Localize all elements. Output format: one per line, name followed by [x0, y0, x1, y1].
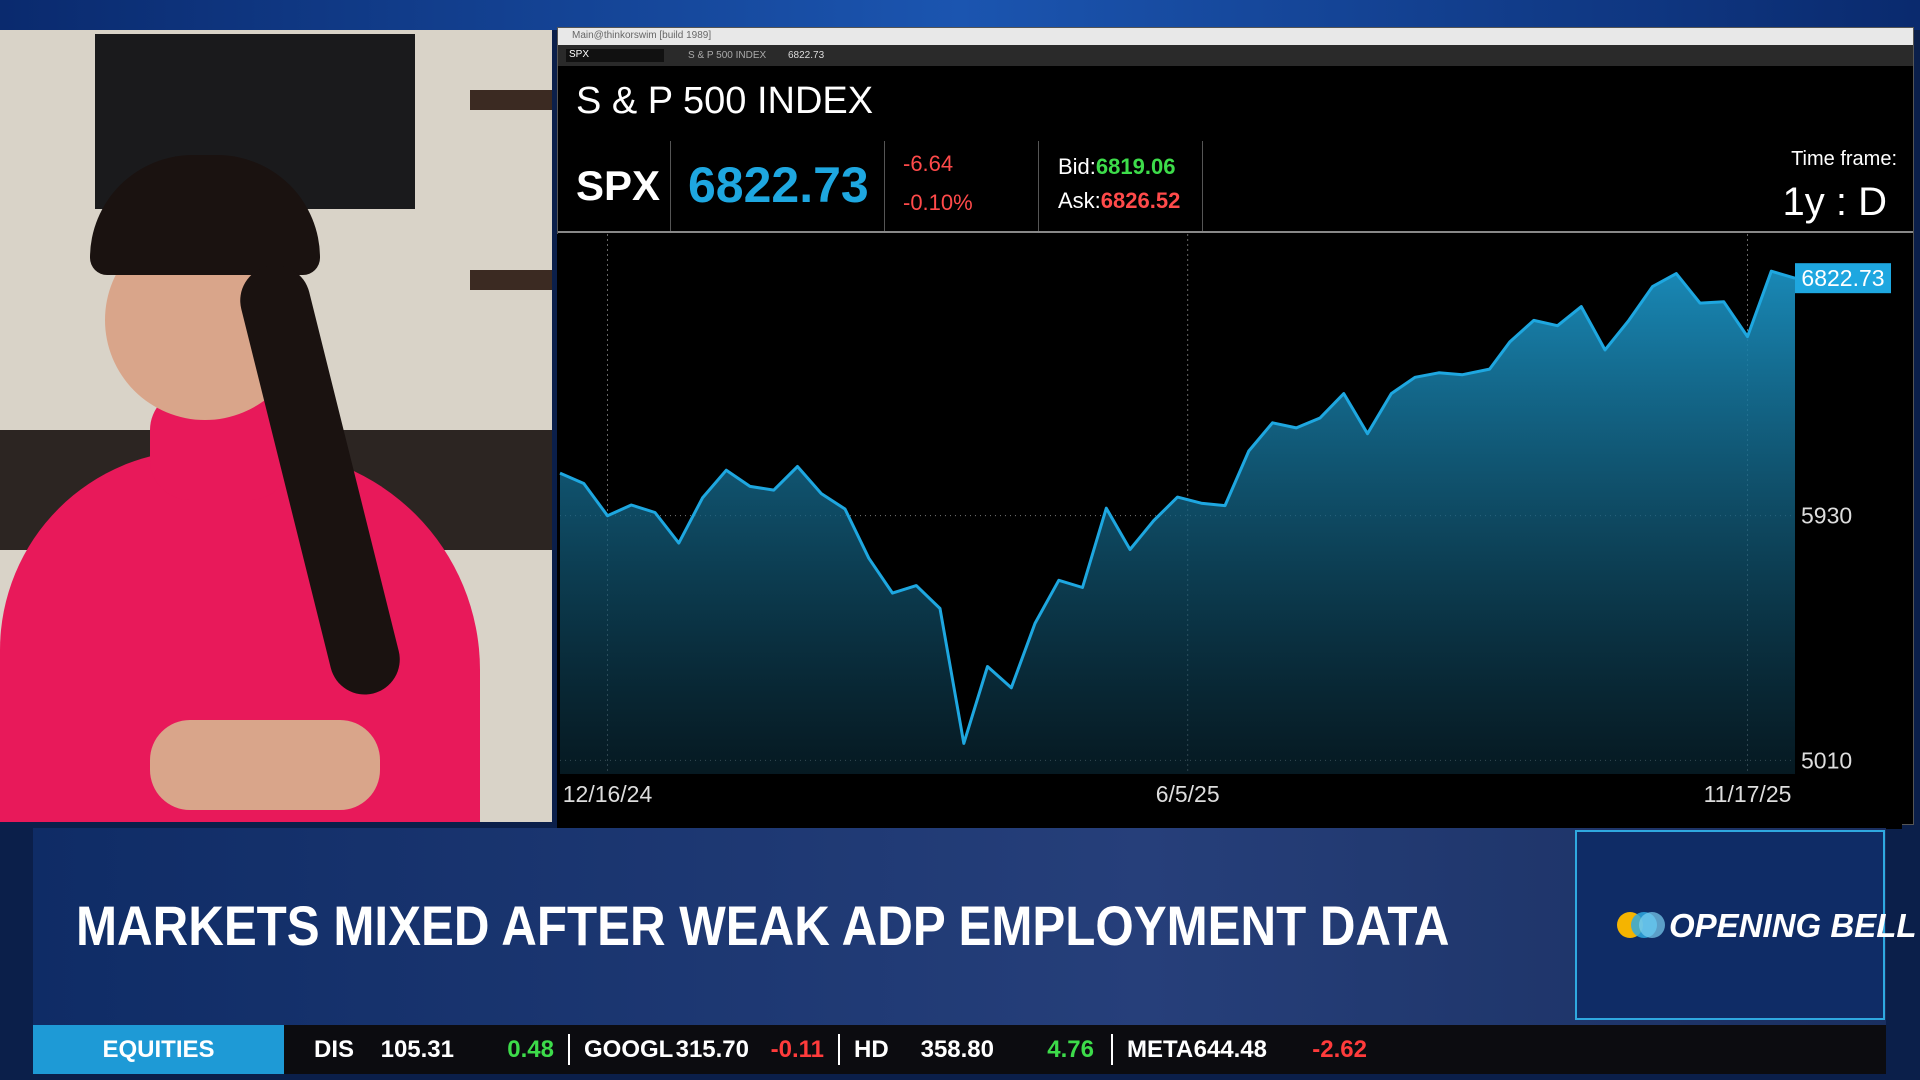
ticker: EQUITIES DIS 105.31 0.48 GOOGL 315.70 -0.11 HD…: [33, 1025, 1886, 1074]
ask: Ask:6826.52: [1058, 188, 1180, 214]
divider: [1038, 141, 1039, 231]
ticker-label: EQUITIES: [33, 1025, 284, 1074]
divider: [670, 141, 671, 231]
timeframe-label: Time frame:: [1791, 148, 1897, 170]
lower-third: MARKETS MIXED AFTER WEAK ADP EMPLOYMENT …: [33, 828, 1917, 1025]
header-rule: [558, 231, 1913, 233]
video-feed: [0, 30, 552, 822]
ask-value: 6826.52: [1100, 188, 1181, 213]
toolbar-last: 6822.73: [788, 50, 825, 61]
ticker-price: 105.31: [380, 1036, 454, 1063]
ticker-price: 315.70: [675, 1036, 749, 1063]
y-tick-label: 5010: [1801, 747, 1852, 773]
ticker-symbol: META: [1127, 1036, 1194, 1063]
show-name: OPENING BELL: [1669, 907, 1917, 944]
bid-value: 6819.06: [1095, 154, 1176, 179]
pct-change: -0.10%: [903, 190, 973, 215]
logo-dot: [1639, 912, 1665, 938]
price-line: [559, 269, 1796, 745]
instrument-name: S & P 500 INDEX: [576, 80, 874, 122]
headline: MARKETS MIXED AFTER WEAK ADP EMPLOYMENT …: [76, 894, 1450, 957]
ticker-symbol: HD: [854, 1036, 889, 1063]
symbol: SPX: [576, 162, 661, 209]
bid-label: Bid:: [1058, 154, 1096, 179]
toolbar-name: S & P 500 INDEX: [688, 50, 767, 61]
ticker-separator: [838, 1034, 840, 1065]
ticker-price: 644.48: [1193, 1036, 1267, 1063]
last-price-tag: [1795, 263, 1891, 294]
shelf: [470, 270, 552, 290]
divider: [884, 141, 885, 231]
price-area: [560, 271, 1795, 774]
x-tick-label: 12/16/24: [563, 781, 653, 807]
hands: [150, 720, 380, 810]
timeframe[interactable]: 1y : D: [1782, 180, 1887, 224]
ticker-change: 4.76: [1047, 1036, 1094, 1063]
ticker-separator: [568, 1034, 570, 1065]
net-change: -6.64: [903, 151, 954, 176]
last-price-label: 6822.73: [1801, 265, 1884, 291]
ask-label: Ask:: [1058, 188, 1101, 213]
bid: Bid:6819.06: [1058, 154, 1175, 180]
ticker-symbol: GOOGL: [584, 1036, 674, 1063]
top-band: [0, 0, 1920, 30]
ticker-symbol: DIS: [314, 1036, 355, 1063]
symbol-box[interactable]: SPX: [566, 49, 664, 62]
ticker-change: 0.48: [507, 1036, 554, 1063]
shelf: [470, 90, 552, 110]
ticker-price: 358.80: [920, 1036, 994, 1063]
toolbar: SPX S & P 500 INDEX 6822.73: [558, 45, 1913, 66]
ticker-change: -2.62: [1312, 1036, 1367, 1063]
show-logo: OPENING BELL: [1575, 830, 1917, 1020]
ticker-change: -0.11: [770, 1036, 824, 1063]
y-tick-label: 5930: [1801, 503, 1852, 529]
window-title: Main@thinkorswim [build 1989]: [572, 30, 712, 41]
last-price: 6822.73: [688, 157, 869, 213]
x-tick-label: 6/5/25: [1156, 781, 1220, 807]
title-bar: Main@thinkorswim [build 1989]: [558, 28, 1913, 45]
x-tick-label: 11/17/25: [1704, 781, 1792, 807]
ticker-separator: [1111, 1034, 1113, 1065]
divider: [1202, 141, 1203, 231]
